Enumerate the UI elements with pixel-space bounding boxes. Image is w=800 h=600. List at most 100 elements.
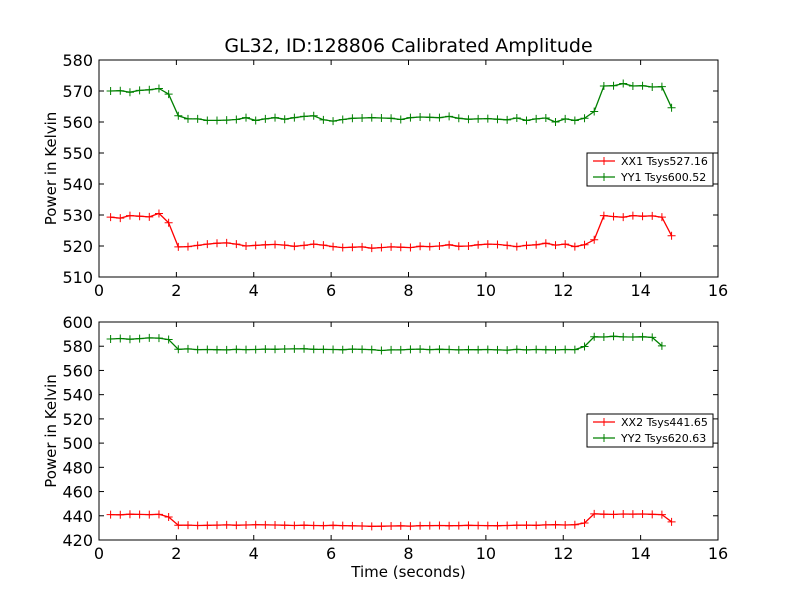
data-point-marker (271, 113, 280, 122)
data-point-marker (541, 345, 550, 354)
data-point-marker (135, 212, 144, 221)
data-point-marker (377, 346, 386, 355)
data-point-marker (193, 521, 202, 530)
data-point-marker (309, 240, 318, 249)
data-point-marker (503, 346, 512, 355)
legend-label: YY2 Tsys620.63 (620, 432, 706, 445)
data-point-marker (183, 242, 192, 251)
data-point-marker (445, 240, 454, 249)
data-point-marker (396, 521, 405, 530)
data-point-marker (619, 509, 628, 518)
x-tick-label: 14 (630, 281, 650, 300)
data-point-marker (174, 345, 183, 354)
data-point-marker (657, 82, 666, 91)
data-point-marker (503, 241, 512, 250)
data-point-marker (503, 521, 512, 530)
data-point-marker (164, 90, 173, 99)
data-point-marker (251, 520, 260, 529)
data-point-marker (590, 235, 599, 244)
x-tick-label: 6 (326, 281, 336, 300)
data-point-marker (183, 114, 192, 123)
data-point-marker (416, 521, 425, 530)
y-tick-label: 510 (62, 268, 93, 287)
data-point-marker (435, 345, 444, 354)
data-point-marker (667, 231, 676, 240)
data-point-marker (512, 242, 521, 251)
data-point-marker (135, 510, 144, 519)
y-tick-label: 580 (62, 51, 93, 70)
data-point-marker (348, 521, 357, 530)
data-point-marker (483, 345, 492, 354)
data-point-marker (541, 520, 550, 529)
legend-box (586, 413, 714, 448)
data-point-marker (628, 333, 637, 342)
data-point-marker (300, 344, 309, 353)
data-point-marker (435, 113, 444, 122)
y-tick-label: 570 (62, 82, 93, 101)
data-point-marker (319, 115, 328, 124)
data-point-marker (648, 211, 657, 220)
data-point-marker (532, 114, 541, 123)
x-tick-label: 0 (94, 281, 104, 300)
data-point-marker (454, 242, 463, 251)
data-point-marker (116, 334, 125, 343)
data-point-marker (570, 345, 579, 354)
data-point-marker (106, 213, 115, 222)
data-point-marker (435, 242, 444, 250)
data-point-marker (580, 114, 589, 123)
data-point-marker (503, 115, 512, 124)
data-point-marker (280, 115, 289, 124)
data-point-marker (464, 521, 473, 530)
data-point-marker (338, 521, 347, 530)
data-point-marker (271, 520, 280, 529)
data-point-marker (212, 239, 221, 248)
data-point-marker (599, 82, 608, 91)
data-point-marker (212, 345, 221, 354)
data-point-marker (348, 114, 357, 123)
y-tick-label: 440 (62, 507, 93, 526)
data-point-marker (319, 241, 328, 250)
data-point-marker (532, 345, 541, 354)
data-point-marker (300, 521, 309, 530)
data-point-marker (541, 239, 550, 248)
data-point-marker (522, 521, 531, 530)
data-point-marker (435, 521, 444, 530)
data-point-marker (154, 209, 163, 218)
data-point-marker (396, 243, 405, 252)
data-point-marker (474, 114, 483, 123)
y-tick-label: 560 (62, 113, 93, 132)
data-point-marker (242, 345, 251, 354)
data-point-marker (183, 521, 192, 530)
data-point-marker (667, 517, 676, 526)
data-point-marker (445, 521, 454, 530)
data-point-marker (532, 521, 541, 530)
x-tick-label: 8 (403, 544, 413, 563)
data-point-marker (261, 114, 270, 123)
data-point-marker (483, 240, 492, 249)
data-point-marker (261, 520, 270, 529)
data-point-marker (561, 520, 570, 529)
data-point-marker (116, 510, 125, 519)
data-point-marker (599, 333, 608, 342)
data-point-marker (561, 240, 570, 249)
data-point-marker (329, 117, 338, 126)
data-point-marker (454, 345, 463, 354)
data-point-marker (609, 332, 618, 341)
data-point-marker (628, 510, 637, 519)
data-point-marker (657, 341, 666, 350)
data-point-marker (193, 345, 202, 354)
x-tick-label: 8 (403, 281, 413, 300)
data-point-marker (512, 521, 521, 530)
data-point-marker (580, 519, 589, 528)
data-point-marker (445, 345, 454, 354)
data-point-marker (493, 115, 502, 124)
legend-label: YY1 Tsys600.52 (620, 171, 706, 184)
data-point-marker (193, 114, 202, 123)
data-point-marker (367, 244, 376, 253)
y-axis-title: Power in Kelvin (42, 112, 60, 226)
data-point-marker (416, 242, 425, 251)
x-tick-label: 16 (708, 544, 728, 563)
data-point-marker (590, 509, 599, 518)
data-point-marker (106, 87, 115, 95)
